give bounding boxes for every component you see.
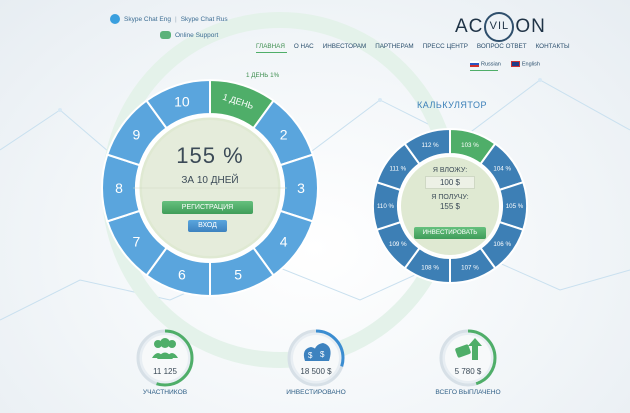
invest-label: Я ВЛОЖУ: — [432, 167, 468, 174]
day-segment-label: 4 — [280, 233, 288, 249]
calc-segment-label: 105 % — [506, 203, 524, 210]
svg-text:$: $ — [308, 351, 313, 360]
day-segment-label: 10 — [174, 93, 190, 109]
uk-flag-icon — [510, 61, 520, 67]
main-nav: ГЛАВНАЯ О НАС ИНВЕСТОРАМ ПАРТНЕРАМ ПРЕСС… — [256, 43, 570, 50]
participants-label: УЧАСТНИКОВ — [142, 389, 188, 396]
users-icon — [152, 338, 178, 359]
calc-segment-label: 103 % — [461, 142, 479, 149]
nav-about[interactable]: О НАС — [293, 43, 314, 50]
dial-text: 155 % ЗА 10 ДНЕЙ — [160, 143, 260, 186]
stat-ring-inner — [445, 335, 491, 381]
link-separator: | — [174, 15, 177, 23]
russian-flag-icon — [470, 61, 479, 67]
stat-paid-out: 5 780 $ — [438, 328, 498, 388]
paid-out-progress-ring — [439, 329, 497, 387]
money-bags-icon: $ $ — [303, 343, 331, 361]
lang-active-underline — [470, 70, 498, 71]
stat-invested: $ $ 18 500 $ — [286, 328, 346, 388]
calc-segment-label: 109 % — [389, 241, 407, 248]
skype-rus-link[interactable]: Skype Chat Rus — [180, 15, 228, 23]
calc-segment-label: 104 % — [493, 165, 511, 172]
calc-segment-label: 106 % — [493, 241, 511, 248]
invest-amount-input[interactable]: 100 $ — [425, 176, 475, 189]
nav-faq[interactable]: ВОПРОС ОТВЕТ — [476, 43, 527, 50]
invested-value: 18 500 $ — [300, 367, 332, 376]
logo-ring: VIL — [484, 12, 515, 42]
svg-text:$: $ — [320, 350, 325, 359]
logo-text-left: AC — [455, 16, 484, 37]
logo-text-right: ON — [515, 16, 546, 37]
nav-active-underline — [256, 52, 287, 53]
logo[interactable]: AC VIL ON — [455, 12, 546, 42]
calculator-form: Я ВЛОЖУ: 100 $ Я ПОЛУЧУ: 155 $ — [420, 167, 480, 211]
day-segment-label: 3 — [297, 180, 305, 196]
login-button[interactable]: ВХОД — [188, 220, 227, 232]
invest-button[interactable]: ИНВЕСТИРОВАТЬ — [414, 227, 486, 239]
nav-partners[interactable]: ПАРТНЕРАМ — [375, 43, 414, 50]
calc-segment-label: 110 % — [377, 203, 395, 210]
calculator-title: КАЛЬКУЛЯТОР — [417, 100, 488, 110]
online-support[interactable]: Online Support — [160, 31, 218, 39]
nav-home[interactable]: ГЛАВНАЯ — [256, 43, 285, 50]
lang-english-label: English — [521, 61, 540, 68]
paid-out-value: 5 780 $ — [454, 367, 482, 376]
receive-amount: 155 $ — [439, 202, 461, 211]
language-switch: Russian English — [470, 61, 540, 67]
register-button[interactable]: РЕГИСТРАЦИЯ — [162, 201, 253, 214]
day-segment-label: 9 — [132, 127, 140, 143]
lang-russian-label: Russian — [481, 61, 501, 68]
day-segment-label: 7 — [132, 233, 140, 249]
lang-russian[interactable]: Russian — [470, 61, 501, 67]
dial-period: ЗА 10 ДНЕЙ — [181, 175, 239, 186]
calc-segment[interactable] — [403, 128, 451, 166]
stat-ring-progress — [287, 329, 345, 387]
invested-label: ИНВЕСТИРОВАНО — [286, 389, 346, 396]
day-rate-tag: 1 ДЕНЬ 1% — [246, 72, 280, 79]
calc-segment-label: 108 % — [421, 265, 439, 272]
day-segment-label: 2 — [280, 127, 288, 143]
chat-icon — [160, 31, 171, 39]
nav-press[interactable]: ПРЕСС ЦЕНТР — [422, 43, 468, 50]
participants-value: 11 125 — [153, 367, 177, 376]
payout-icon — [455, 338, 482, 360]
calc-segment-label: 111 % — [390, 165, 407, 172]
stat-ring-progress — [136, 329, 194, 387]
skype-eng-link[interactable]: Skype Chat Eng — [124, 15, 171, 23]
day-segment-label: 8 — [115, 180, 123, 196]
dial-percent: 155 % — [176, 143, 244, 168]
paid-out-label: ВСЕГО ВЫПЛАЧЕНО — [435, 389, 501, 396]
skype-icon — [110, 14, 120, 24]
day-segment-label: 6 — [178, 267, 186, 283]
stat-ring-progress — [439, 329, 497, 387]
day-segment-label: 5 — [234, 267, 242, 283]
calc-segment-label: 107 % — [461, 265, 479, 272]
nav-contacts[interactable]: КОНТАКТЫ — [535, 43, 570, 50]
skype-links: Skype Chat Eng | Skype Chat Rus — [110, 14, 228, 24]
receive-label: Я ПОЛУЧУ: — [431, 194, 469, 201]
calc-segment-label: 112 % — [422, 142, 440, 149]
calculator-segments: 103 % 104 % 105 % 106 % 107 % 108 % 109 % 110 %… — [372, 128, 528, 284]
nav-investors[interactable]: ИНВЕСТОРАМ — [322, 43, 367, 50]
stat-participants: 11 125 — [135, 328, 195, 388]
day-segment[interactable] — [145, 78, 211, 130]
lang-english[interactable]: English — [510, 61, 540, 68]
online-support-link[interactable]: Online Support — [175, 31, 219, 39]
